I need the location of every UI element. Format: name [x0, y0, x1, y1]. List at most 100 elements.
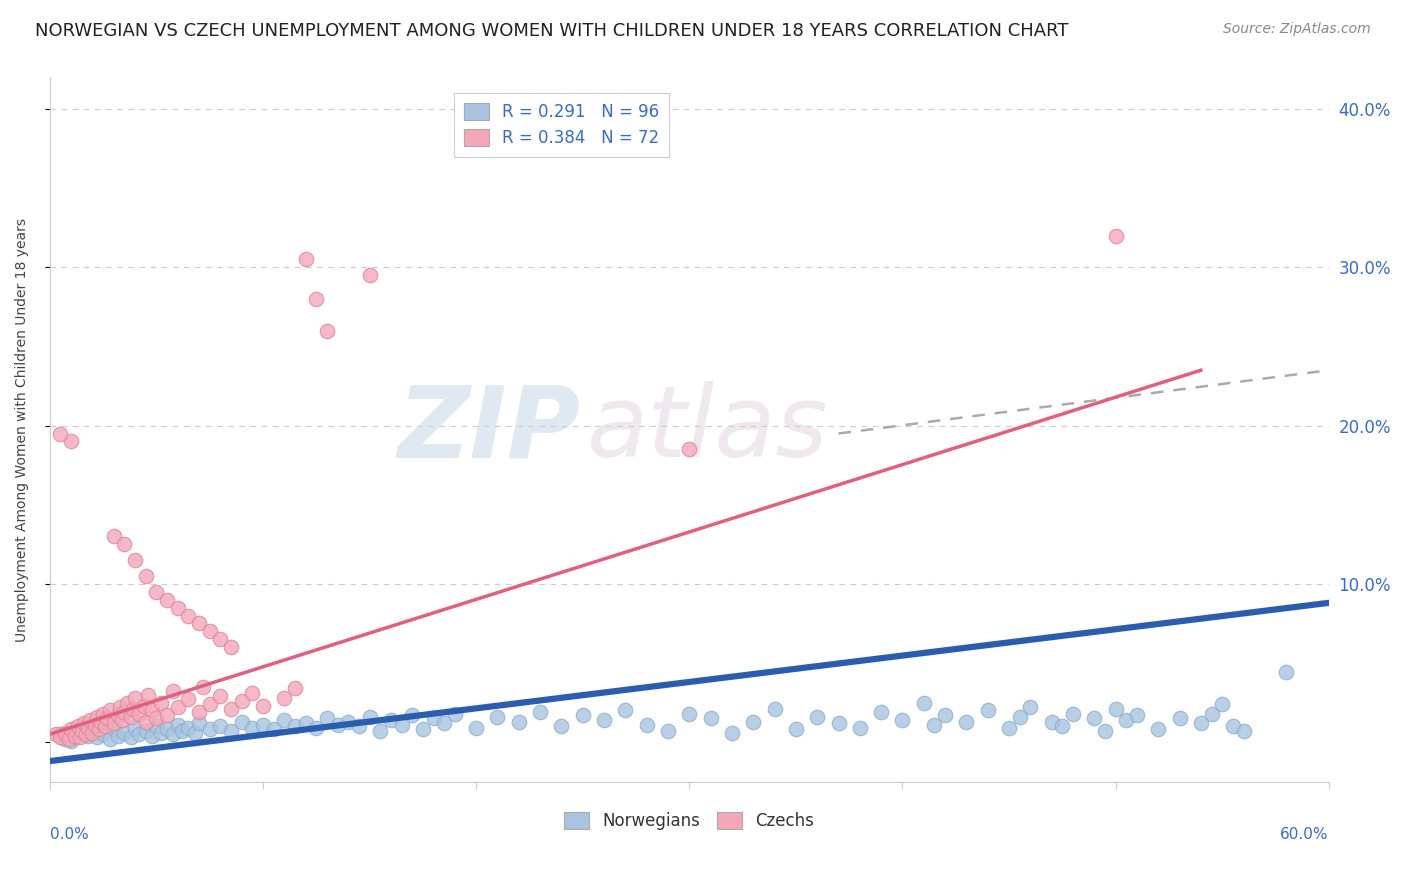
Point: [177, 692, 200, 706]
Point: [763, 702, 786, 716]
Point: [347, 719, 370, 733]
Point: [103, 529, 125, 543]
Point: [284, 719, 307, 733]
Point: [166, 600, 188, 615]
Point: [70, 725, 93, 739]
Point: [305, 292, 328, 306]
Point: [128, 706, 150, 721]
Point: [141, 729, 163, 743]
Point: [1168, 711, 1191, 725]
Point: [69, 731, 91, 745]
Point: [184, 725, 207, 739]
Point: [263, 723, 285, 737]
Point: [136, 688, 159, 702]
Point: [422, 711, 444, 725]
Point: [198, 697, 221, 711]
Point: [91, 706, 114, 721]
Point: [73, 716, 96, 731]
Point: [120, 731, 142, 745]
Point: [1040, 714, 1063, 729]
Point: [368, 724, 391, 739]
Point: [636, 717, 658, 731]
Point: [135, 724, 157, 739]
Point: [891, 713, 914, 727]
Point: [508, 714, 530, 729]
Point: [193, 680, 215, 694]
Point: [156, 708, 179, 723]
Point: [231, 714, 253, 729]
Point: [107, 708, 129, 723]
Point: [678, 706, 700, 721]
Point: [827, 716, 849, 731]
Point: [75, 727, 97, 741]
Point: [316, 324, 339, 338]
Point: [96, 711, 118, 725]
Point: [294, 252, 316, 267]
Point: [103, 723, 125, 737]
Point: [66, 719, 89, 733]
Point: [433, 716, 456, 731]
Point: [412, 723, 434, 737]
Point: [149, 725, 172, 739]
Point: [86, 710, 108, 724]
Point: [316, 711, 339, 725]
Text: ZIP: ZIP: [398, 381, 581, 478]
Point: [60, 434, 83, 449]
Point: [209, 632, 232, 647]
Point: [401, 708, 423, 723]
Point: [198, 723, 221, 737]
Text: Source: ZipAtlas.com: Source: ZipAtlas.com: [1223, 22, 1371, 37]
Point: [1189, 716, 1212, 731]
Point: [1222, 719, 1244, 733]
Point: [65, 729, 87, 743]
Point: [60, 723, 83, 737]
Point: [721, 725, 744, 739]
Point: [252, 698, 274, 713]
Point: [219, 702, 242, 716]
Point: [107, 729, 129, 743]
Point: [79, 713, 101, 727]
Point: [209, 719, 232, 733]
Point: [1052, 719, 1074, 733]
Text: atlas: atlas: [586, 381, 828, 478]
Point: [443, 706, 465, 721]
Point: [337, 714, 360, 729]
Point: [571, 708, 593, 723]
Point: [1126, 708, 1149, 723]
Point: [49, 426, 72, 441]
Point: [198, 624, 221, 639]
Point: [742, 714, 765, 729]
Point: [124, 721, 146, 735]
Point: [145, 584, 167, 599]
Point: [977, 703, 1000, 717]
Point: [177, 608, 200, 623]
Point: [94, 719, 117, 733]
Point: [849, 721, 872, 735]
Point: [49, 727, 72, 741]
Point: [91, 727, 114, 741]
Point: [550, 719, 572, 733]
Point: [188, 705, 211, 719]
Point: [103, 716, 125, 731]
Point: [82, 725, 104, 739]
Point: [934, 708, 956, 723]
Point: [1211, 697, 1233, 711]
Point: [1008, 710, 1031, 724]
Point: [162, 727, 184, 741]
Point: [1115, 713, 1137, 727]
Point: [49, 731, 72, 745]
Point: [77, 721, 100, 735]
Point: [1232, 724, 1254, 739]
Point: [1104, 702, 1126, 716]
Point: [593, 713, 616, 727]
Point: [115, 696, 138, 710]
Point: [60, 733, 83, 747]
Point: [65, 731, 87, 745]
Point: [45, 727, 67, 741]
Point: [177, 721, 200, 735]
Point: [114, 537, 136, 551]
Point: [53, 725, 76, 739]
Point: [135, 569, 157, 583]
Point: [294, 716, 316, 731]
Y-axis label: Unemployment Among Women with Children Under 18 years: Unemployment Among Women with Children U…: [15, 218, 30, 641]
